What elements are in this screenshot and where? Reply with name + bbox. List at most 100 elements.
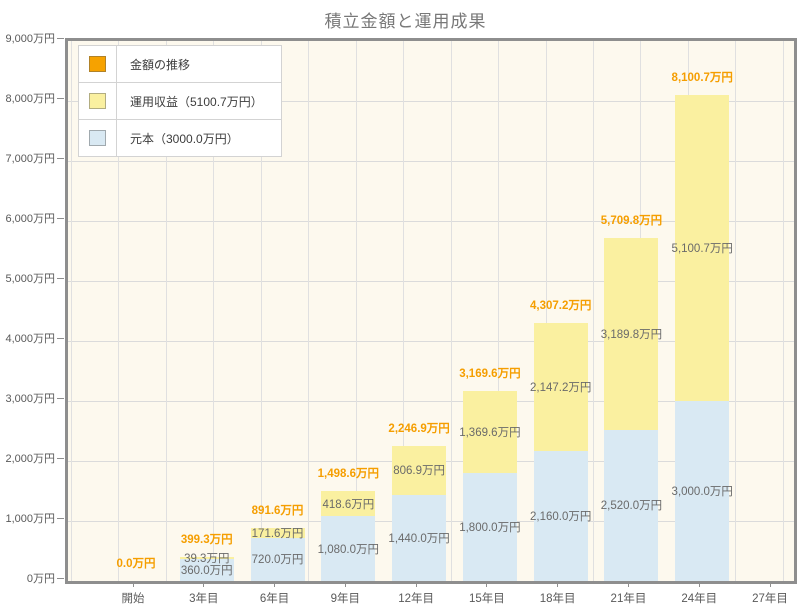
x-axis-label: 3年目 (189, 593, 219, 605)
total-value-label: 399.3万円 (180, 534, 233, 547)
y-axis-label: 3,000万円 (5, 393, 55, 405)
y-axis-tick (57, 97, 64, 99)
x-axis-tick (698, 581, 700, 587)
x-axis-tick (557, 581, 559, 587)
x-axis-label: 21年目 (610, 593, 647, 605)
h-gridline (68, 161, 794, 162)
y-axis-tick (57, 277, 64, 279)
x-axis-label: 27年目 (752, 593, 788, 605)
bar-segment-return[interactable] (675, 94, 730, 401)
v-gridline (592, 41, 594, 581)
y-axis-label: 1,000万円 (5, 513, 55, 525)
x-axis-label: 9年目 (330, 593, 361, 605)
bar-segment-return[interactable] (250, 527, 305, 538)
y-axis-label: 9,000万円 (5, 33, 55, 45)
total-value-label: 1,498.6万円 (317, 468, 380, 481)
bar-segment-return[interactable] (533, 322, 588, 452)
y-axis-tick (57, 157, 64, 159)
bar-segment-principal[interactable] (675, 401, 730, 581)
x-axis-label: 12年目 (398, 593, 434, 605)
bar-segment-principal[interactable] (604, 429, 659, 581)
total-value-label: 8,100.7万円 (671, 71, 733, 84)
x-axis-tick (627, 581, 629, 587)
v-gridline (213, 41, 215, 581)
principal-value-label: 1,800.0万円 (459, 522, 521, 534)
chart-title: 積立金額と運用成果 (324, 12, 487, 31)
principal-value-label: 1,080.0万円 (317, 543, 380, 556)
v-gridline (735, 41, 737, 581)
y-axis-label: 4,000万円 (5, 333, 55, 345)
y-axis-label: 2,000万円 (5, 453, 55, 465)
legend-item-principal[interactable]: 元本（3000.0万円） (79, 120, 281, 156)
legend-swatch-cell (79, 120, 117, 156)
bar-segment-principal[interactable] (321, 516, 376, 581)
return-value-label: 418.6万円 (322, 498, 375, 511)
bar-segment-return[interactable] (462, 390, 517, 473)
bar-segment-principal[interactable] (462, 473, 517, 581)
h-gridline (68, 401, 794, 402)
bar-segment-principal[interactable] (179, 559, 234, 581)
x-axis-tick (344, 581, 346, 587)
v-gridline (545, 41, 547, 581)
x-axis-tick (486, 581, 488, 587)
return-value-label: 806.9万円 (393, 465, 445, 478)
y-axis-tick (57, 37, 64, 39)
x-axis-label: 6年目 (259, 593, 290, 605)
y-axis-tick (57, 217, 64, 219)
y-axis-tick (57, 337, 64, 339)
x-axis-tick (769, 581, 771, 587)
total-value-label: 4,307.2万円 (529, 299, 592, 312)
principal-value-label: 2,520.0万円 (600, 500, 663, 513)
bar-segment-principal[interactable] (392, 494, 447, 581)
bar-segment-principal[interactable] (250, 537, 305, 581)
legend-swatch-cell (79, 83, 117, 119)
v-gridline (118, 41, 120, 581)
v-gridline (355, 41, 357, 581)
principal-value-label: 2,160.0万円 (529, 511, 592, 524)
y-axis-label: 6,000万円 (5, 213, 55, 225)
total-value-label: 891.6万円 (251, 504, 304, 517)
v-gridline (308, 41, 310, 581)
return-value-label: 2,147.2万円 (529, 381, 592, 394)
y-axis-label: 7,000万円 (5, 153, 55, 165)
v-gridline (498, 41, 500, 581)
h-gridline (68, 341, 794, 342)
y-axis-tick (57, 397, 64, 399)
bar-segment-return[interactable] (392, 446, 447, 495)
investment-return-swatch-icon (89, 93, 106, 109)
bar-segment-return[interactable] (321, 491, 376, 517)
y-axis-label: 5,000万円 (5, 273, 55, 285)
bar-segment-return[interactable] (604, 238, 659, 430)
legend-label: 運用収益（5100.7万円） (130, 94, 263, 109)
bar-segment-return[interactable] (179, 557, 234, 560)
y-axis-tick (57, 457, 64, 459)
total-value-label: 2,246.9万円 (388, 423, 450, 436)
legend-item-amount-transition[interactable]: 金額の推移 (79, 46, 281, 83)
return-value-label: 1,369.6万円 (459, 426, 521, 439)
y-axis-label: 0万円 (26, 573, 55, 585)
bar-segment-principal[interactable] (533, 451, 588, 581)
return-value-label: 5,100.7万円 (671, 242, 733, 255)
legend-item-investment-return[interactable]: 運用収益（5100.7万円） (79, 83, 281, 120)
total-value-label: 0.0万円 (116, 558, 156, 570)
amount-transition-swatch-icon (89, 56, 106, 72)
legend-label: 元本（3000.0万円） (130, 131, 239, 146)
x-axis-label: 15年目 (468, 593, 505, 605)
x-axis-tick (132, 581, 134, 587)
v-gridline (165, 41, 167, 581)
v-gridline (260, 41, 262, 581)
y-axis-tick (57, 517, 64, 519)
x-axis-label: 24年目 (681, 593, 718, 605)
legend: 金額の推移運用収益（5100.7万円） 元本（3000.0万円） (78, 45, 282, 157)
return-value-label: 3,189.8万円 (600, 329, 663, 342)
plot-area: 0.0万円 399.3万円 39.3万円 360.0万円 891.6万円 171.6万円 7… (65, 38, 797, 584)
v-gridline (71, 41, 72, 581)
x-axis-tick (274, 581, 276, 587)
h-gridline (68, 221, 794, 222)
total-value-label: 3,169.6万円 (459, 367, 521, 380)
legend-label: 金額の推移 (130, 57, 191, 72)
return-value-label: 171.6万円 (251, 527, 304, 540)
v-gridline (450, 41, 452, 581)
h-gridline (68, 101, 794, 102)
